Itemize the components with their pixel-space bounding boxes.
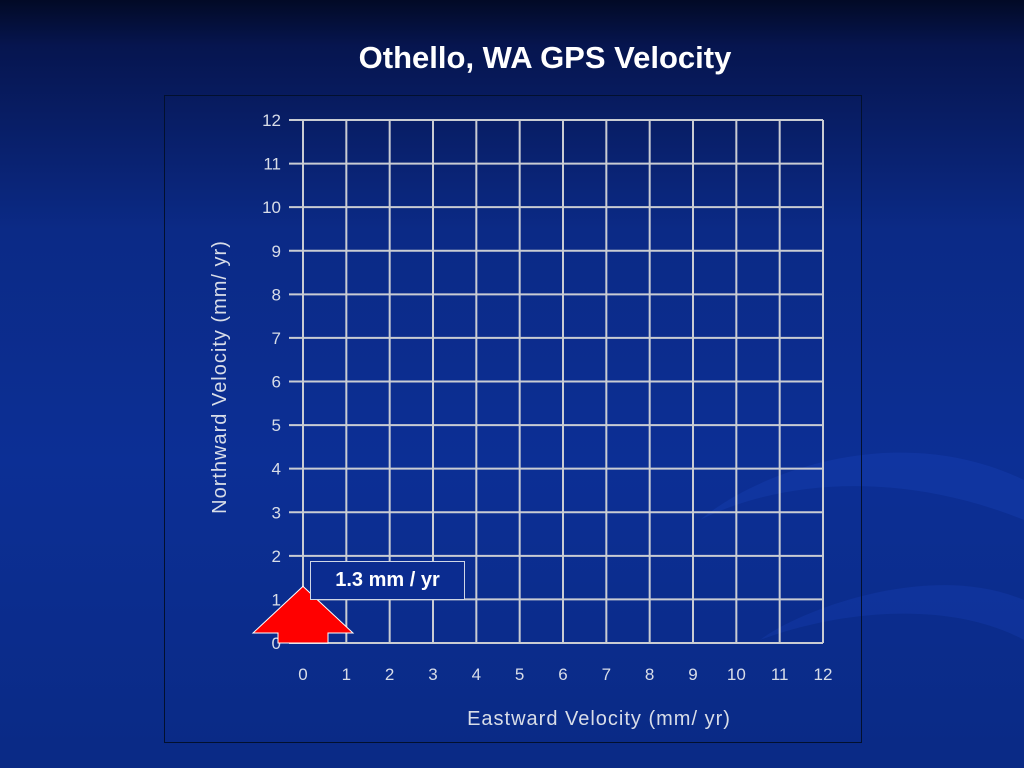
velocity-label-box: 1.3 mm / yr <box>310 561 465 600</box>
x-tick-label: 4 <box>472 665 481 684</box>
x-tick-label: 3 <box>428 665 437 684</box>
vector-layer <box>251 585 355 644</box>
y-tick-label: 12 <box>262 111 281 130</box>
x-tick-label: 6 <box>558 665 567 684</box>
x-tick-label: 9 <box>688 665 697 684</box>
y-tick-label: 7 <box>272 329 281 348</box>
y-tick-label: 5 <box>272 416 281 435</box>
y-axis-label: Northward Velocity (mm/ yr) <box>209 240 231 514</box>
y-tick-label: 9 <box>272 242 281 261</box>
y-tick-label: 0 <box>272 634 281 653</box>
slide-title: Othello, WA GPS Velocity <box>358 40 732 75</box>
y-tick-label: 3 <box>272 503 281 522</box>
y-tick-label: 11 <box>263 155 281 174</box>
y-tick-label: 2 <box>272 547 281 566</box>
x-tick-label: 11 <box>771 665 789 684</box>
y-tick-label: 8 <box>272 285 281 304</box>
x-tick-label: 5 <box>515 665 524 684</box>
x-tick-label: 12 <box>814 665 833 684</box>
x-tick-label: 2 <box>385 665 394 684</box>
x-tick-label: 8 <box>645 665 654 684</box>
grid-layer <box>289 119 824 644</box>
velocity-arrow <box>251 585 355 644</box>
x-tick-label: 7 <box>602 665 611 684</box>
x-axis-label: Eastward Velocity (mm/ yr) <box>467 708 731 730</box>
x-tick-label: 1 <box>342 665 351 684</box>
y-tick-label: 6 <box>272 373 281 392</box>
x-tick-label: 0 <box>298 665 307 684</box>
x-tick-label: 10 <box>727 665 746 684</box>
y-tick-label: 1 <box>272 590 281 609</box>
y-tick-label: 10 <box>262 198 281 217</box>
y-tick-label: 4 <box>272 460 281 479</box>
chart-frame <box>164 95 862 743</box>
